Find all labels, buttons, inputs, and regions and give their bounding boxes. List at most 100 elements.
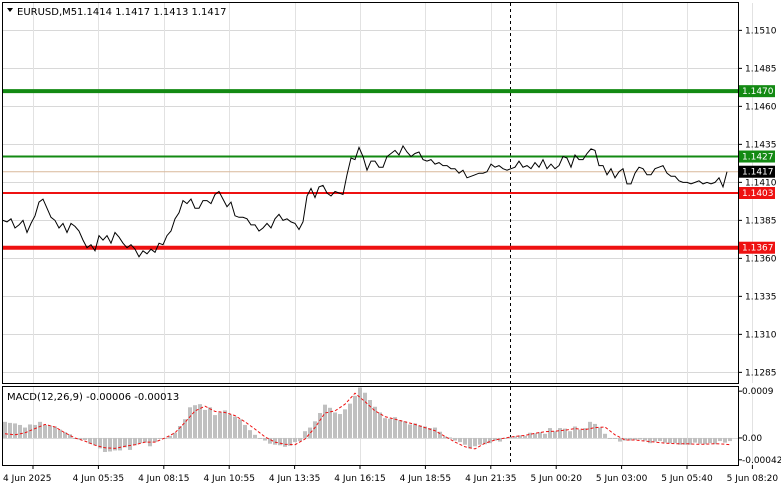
x-tick-label: 4 Jun 18:55 [400, 474, 451, 484]
macd-bar [198, 404, 202, 438]
dropdown-triangle-icon[interactable] [7, 8, 13, 12]
macd-bar [333, 412, 337, 438]
macd-bar [138, 437, 142, 444]
macd-bar [643, 437, 647, 441]
macd-bar [653, 437, 657, 442]
macd-bar [483, 437, 487, 445]
x-tick-label: 5 Jun 03:00 [596, 474, 648, 484]
macd-bar [518, 435, 522, 438]
macd-bar [413, 423, 417, 438]
macd-bar [68, 434, 72, 438]
current-price-tag-box [739, 165, 775, 178]
macd-bar [728, 437, 732, 442]
macd-bar [183, 419, 187, 438]
macd-bar [308, 427, 312, 438]
macd-bar [368, 400, 372, 438]
macd-bar [578, 429, 582, 438]
macd-bar [658, 437, 662, 442]
y-tick-label: 1.1410 [745, 178, 777, 188]
macd-bar [553, 431, 557, 438]
macd-bar [13, 423, 17, 438]
macd-bar [48, 425, 52, 438]
macd-bar [38, 421, 42, 438]
macd-bar [478, 437, 482, 445]
macd-bar [503, 437, 507, 439]
level-tag-1.1367-label: 1.1367 [742, 244, 774, 254]
macd-bar [493, 437, 497, 441]
macd-bar [508, 436, 512, 438]
level-tag-1.1470-box [739, 85, 775, 98]
macd-tick-label: 0.00 [742, 434, 762, 444]
macd-bar [288, 437, 292, 446]
macd-bar [618, 437, 622, 442]
x-tick-label: 4 Jun 05:35 [73, 474, 124, 484]
macd-bar [428, 428, 432, 438]
macd-bar [538, 432, 542, 438]
macd-bar [213, 415, 217, 438]
macd-bar [588, 421, 592, 438]
signal-line [4, 392, 731, 450]
level-price-tags: 1.1470 1.1427 1.1403 1.1367 1.1417 [739, 85, 775, 254]
macd-bar [88, 437, 92, 444]
macd-bar [323, 404, 327, 438]
macd-bar [318, 413, 322, 438]
level-tag-1.1427-label: 1.1427 [742, 153, 774, 163]
macd-bar [328, 407, 332, 438]
macd-bar [158, 437, 162, 439]
macd-bar [173, 432, 177, 438]
macd-bar [613, 437, 617, 439]
x-tick-label: 4 Jun 21:35 [465, 474, 516, 484]
macd-bar [103, 437, 107, 452]
macd-bar [673, 437, 677, 444]
y-tick-label: 1.1310 [745, 330, 777, 340]
current-price-tag-label: 1.1417 [742, 168, 774, 178]
macd-bar [698, 437, 702, 444]
macd-bar [203, 409, 207, 438]
y-tick-label: 1.1385 [745, 216, 777, 226]
macd-bar [563, 428, 567, 438]
macd-bar [273, 437, 277, 445]
x-tick-label: 4 Jun 10:55 [203, 474, 254, 484]
time-axis: 4 Jun 2025 4 Jun 05:35 4 Jun 08:15 4 Jun 10… [3, 465, 778, 484]
x-tick-label: 5 Jun 00:20 [530, 474, 582, 484]
macd-bar [468, 437, 472, 449]
macd-tick-label: -0.00042 [742, 456, 781, 466]
macd-bar [713, 437, 717, 445]
macd-bar [608, 437, 612, 439]
y-tick-label: 1.1360 [745, 254, 777, 264]
macd-bar [663, 437, 667, 443]
macd-bar [533, 433, 537, 438]
level-tag-1.1403-label: 1.1403 [742, 189, 774, 199]
macd-bar [293, 437, 297, 443]
macd-bar [33, 424, 37, 438]
macd-bar [648, 437, 652, 444]
macd-bar [303, 431, 307, 438]
macd-bar [233, 416, 237, 438]
macd-bar [543, 433, 547, 438]
macd-bar [623, 437, 627, 441]
price-line [2, 144, 728, 258]
macd-bar [143, 437, 147, 443]
macd-bar [278, 437, 282, 446]
price-series [2, 144, 728, 258]
macd-bar [83, 437, 87, 441]
x-tick-label: 4 Jun 08:15 [138, 474, 189, 484]
macd-bar [248, 430, 252, 438]
macd-bar [558, 428, 562, 438]
price-grid [3, 3, 753, 465]
y-tick-label: 1.1460 [745, 102, 777, 112]
macd-bar [118, 437, 122, 451]
level-lines [3, 89, 738, 250]
macd-bar [373, 406, 377, 438]
macd-bar [93, 437, 97, 446]
price-axis: 1.1510 1.1485 1.1460 1.1435 1.1410 1.1385 1.13… [738, 26, 777, 378]
macd-bar [603, 433, 607, 438]
macd-bar [473, 437, 477, 447]
macd-bar [528, 432, 532, 438]
x-tick-label: 4 Jun 16:15 [334, 474, 385, 484]
macd-bar [108, 437, 112, 452]
macd-bar [693, 437, 697, 443]
macd-bar [113, 437, 117, 451]
macd-bar [388, 418, 392, 438]
